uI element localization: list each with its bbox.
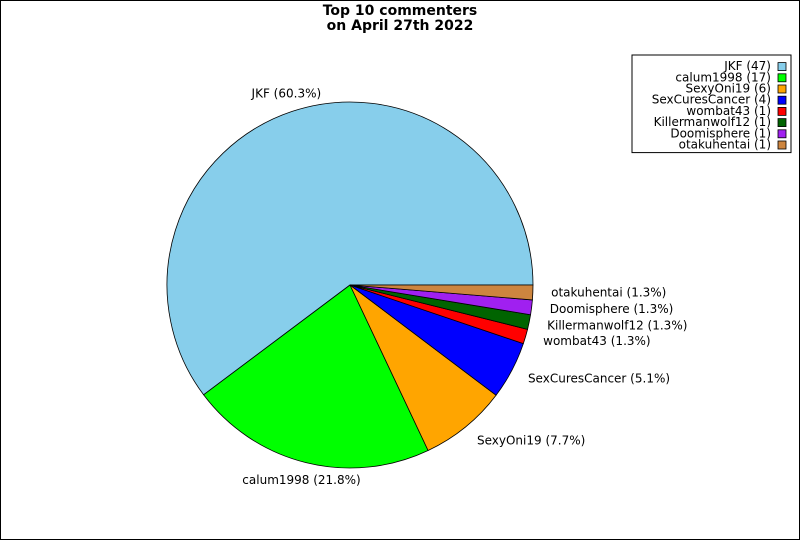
slice-label: calum1998 (21.8%) (242, 473, 360, 487)
legend-label: SexCuresCancer (4) (652, 93, 771, 107)
slice-label: JKF (60.3%) (251, 87, 322, 101)
legend-box (631, 54, 792, 154)
legend-label: SexyOni19 (6) (686, 82, 771, 96)
legend-swatch (777, 118, 787, 127)
slice-label: Killermanwolf12 (1.3%) (547, 318, 687, 332)
chart-title: on April 27th 2022 (327, 18, 474, 34)
legend-swatch (777, 84, 787, 94)
slice-label: SexCuresCancer (5.1%) (528, 372, 670, 386)
legend-label: JKF (47) (723, 59, 771, 73)
chart-title: Top 10 commenters (323, 3, 478, 19)
legend-swatch (777, 140, 787, 150)
pie-slice (349, 284, 534, 301)
legend-label: calum1998 (17) (675, 70, 771, 84)
legend-label: Killermanwolf12 (1) (654, 115, 771, 129)
legend-label: Doomisphere (1) (670, 126, 771, 140)
legend-swatch (777, 62, 787, 71)
legend-swatch (777, 129, 787, 139)
legend-label: otakuhentai (1) (679, 138, 771, 152)
slice-label: SexyOni19 (7.7%) (477, 434, 585, 448)
legend-swatch (777, 107, 787, 116)
slice-label: Doomisphere (1.3%) (550, 302, 674, 316)
legend-swatch (777, 73, 787, 83)
slice-label: otakuhentai (1.3%) (551, 286, 666, 300)
pie-slice (166, 101, 534, 396)
pie-slice (203, 284, 429, 469)
slice-label: wombat43 (1.3%) (543, 334, 650, 348)
legend-label: wombat43 (1) (686, 104, 771, 118)
legend-swatch (777, 95, 787, 105)
